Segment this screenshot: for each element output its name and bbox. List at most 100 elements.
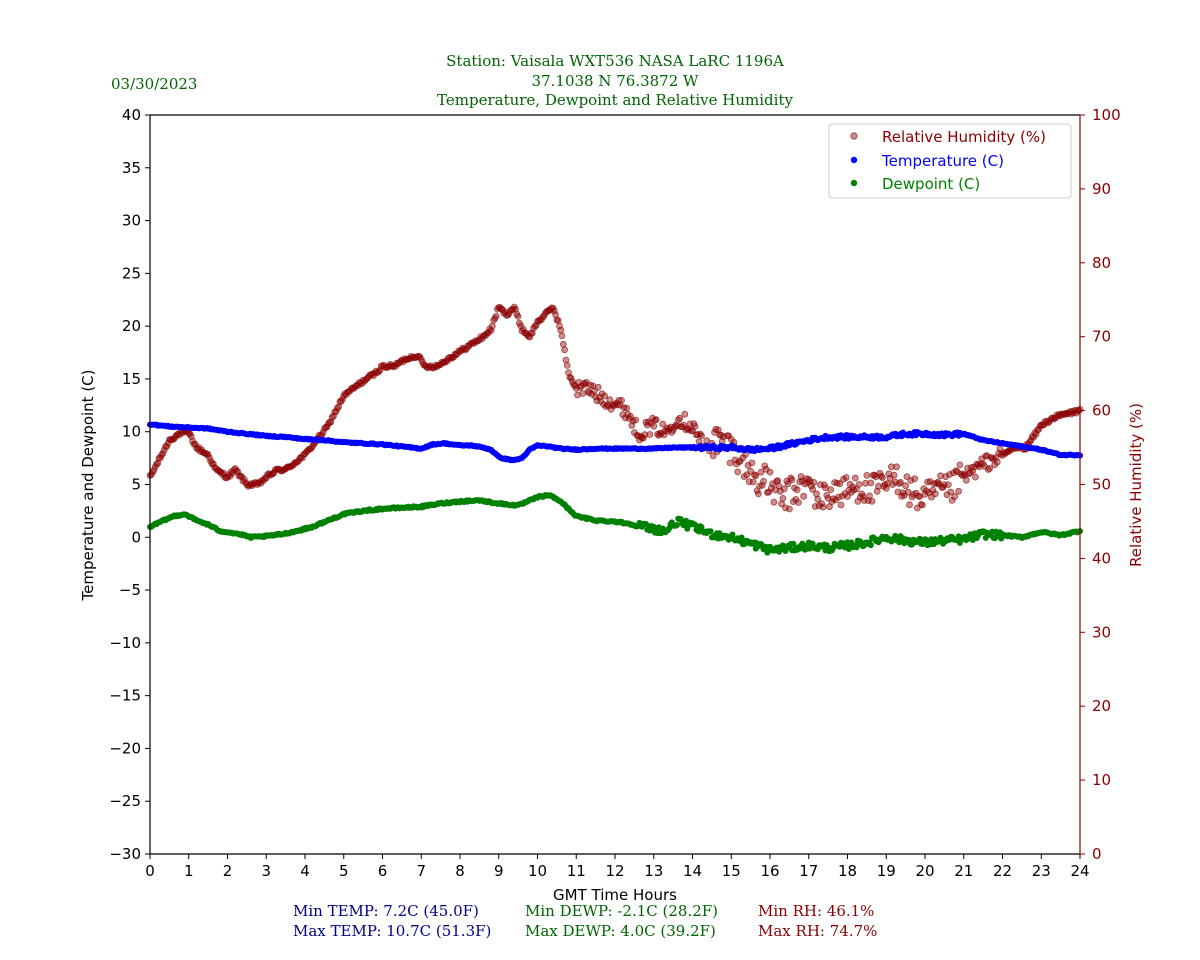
rh-point [552, 311, 559, 319]
rh-point [774, 477, 782, 485]
x-tick-label: 9 [494, 862, 504, 880]
rh-point [726, 459, 734, 467]
dewpoint-point [674, 522, 680, 528]
legend-marker-temperature [850, 156, 858, 164]
x-tick-label: 5 [339, 862, 349, 880]
rh-point [800, 492, 807, 500]
stat-max-temp: Max TEMP: 10.7C (51.3F) [293, 922, 491, 940]
stat-min-dewp: Min DEWP: -2.1C (28.2F) [525, 902, 718, 920]
x-tick-label: 20 [915, 862, 934, 880]
x-tick-label: 14 [683, 862, 702, 880]
x-tick-label: 24 [1070, 862, 1089, 880]
rh-point [749, 478, 757, 486]
rh-point [875, 482, 882, 490]
rh-point [775, 482, 783, 490]
rh-point [836, 480, 844, 488]
y-left-tick-label: 30 [122, 212, 141, 230]
y-right-axis-ticks: 0 10 20 30 40 50 60 70 80 90 100 [1080, 106, 1121, 863]
y-right-tick-label: 70 [1092, 328, 1111, 346]
y-right-tick-label: 60 [1092, 402, 1111, 420]
rh-point [594, 383, 602, 391]
y-left-tick-label: −10 [109, 634, 141, 652]
dewpoint-point [729, 531, 736, 538]
y-left-tick-label: −15 [109, 687, 141, 705]
x-tick-label: 6 [378, 862, 388, 880]
rh-point [567, 374, 575, 382]
rh-point [891, 478, 899, 486]
y-left-tick-label: −25 [109, 792, 141, 810]
rh-point [492, 312, 500, 320]
rh-point [709, 452, 717, 460]
rh-point [837, 501, 845, 509]
x-tick-label: 4 [300, 862, 310, 880]
y-right-tick-label: 50 [1092, 476, 1111, 494]
rh-point [786, 505, 793, 513]
legend-label-temperature: Temperature (C) [881, 152, 1004, 170]
rh-point [488, 322, 496, 330]
rh-point [528, 329, 536, 337]
rh-point [879, 474, 886, 482]
x-tick-label: 19 [877, 862, 896, 880]
x-tick-label: 2 [223, 862, 233, 880]
rh-point [623, 404, 630, 412]
rh-point [972, 473, 979, 481]
legend-marker-dewpoint [850, 179, 858, 187]
x-tick-label: 7 [416, 862, 426, 880]
y-left-tick-label: 25 [122, 264, 141, 282]
rh-point [335, 403, 343, 411]
y-right-tick-label: 30 [1092, 623, 1111, 641]
legend-label-dewpoint: Dewpoint (C) [882, 175, 980, 193]
rh-point [926, 478, 934, 485]
chart-date: 03/30/2023 [111, 75, 197, 93]
rh-point [851, 474, 859, 482]
rh-point [921, 490, 929, 498]
rh-point [906, 501, 913, 509]
x-axis-label: GMT Time Hours [553, 886, 677, 904]
x-tick-label: 23 [1032, 862, 1051, 880]
rh-point [793, 486, 801, 494]
rh-point [563, 361, 571, 369]
rh-point [993, 458, 1001, 466]
y-left-tick-label: 0 [131, 528, 141, 546]
rh-point [558, 332, 566, 340]
rh-point [962, 476, 970, 484]
rh-point [744, 461, 752, 469]
rh-point [969, 467, 977, 475]
rh-point [712, 425, 720, 433]
rh-point [784, 480, 792, 488]
rh-point [632, 416, 640, 424]
y-left-axis-label: Temperature and Dewpoint (C) [79, 369, 97, 601]
y-left-tick-label: −5 [119, 581, 141, 599]
rh-point [951, 493, 959, 501]
rh-point [911, 475, 919, 483]
y-left-tick-label: 20 [122, 317, 141, 335]
dewpoint-point [707, 528, 714, 535]
rh-point [907, 477, 915, 484]
rh-point [589, 382, 597, 390]
rh-point [770, 498, 778, 506]
y-right-tick-label: 10 [1092, 771, 1111, 789]
rh-point [676, 414, 683, 422]
dewpoint-point [738, 534, 745, 541]
rh-point [757, 468, 765, 476]
rh-point [931, 490, 939, 498]
rh-point [788, 476, 796, 484]
rh-point [766, 468, 774, 476]
rh-point [554, 317, 562, 324]
chart-title-coordinates: 37.1038 N 76.3872 W [532, 72, 699, 90]
temperature-point-series [147, 421, 1083, 464]
rh-point [327, 418, 335, 426]
dewpoint-point [790, 540, 797, 547]
rh-point [646, 431, 654, 438]
x-tick-label: 21 [954, 862, 973, 880]
y-left-tick-label: 35 [122, 159, 141, 177]
x-tick-label: 8 [455, 862, 465, 880]
rh-point [946, 471, 953, 478]
rh-point [780, 485, 788, 493]
rh-point [814, 495, 822, 503]
y-right-tick-label: 100 [1092, 106, 1121, 124]
rh-point [691, 422, 699, 430]
rh-point [955, 487, 962, 495]
rh-point [734, 468, 742, 476]
chart-title-station: Station: Vaisala WXT536 NASA LaRC 1196A [446, 52, 784, 70]
